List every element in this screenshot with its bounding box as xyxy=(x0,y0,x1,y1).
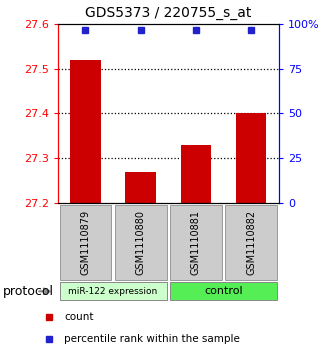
Text: protocol: protocol xyxy=(3,285,54,298)
Bar xyxy=(181,145,211,203)
Text: control: control xyxy=(204,286,243,296)
FancyBboxPatch shape xyxy=(115,205,167,280)
FancyBboxPatch shape xyxy=(170,205,222,280)
Text: count: count xyxy=(64,312,94,322)
Text: miR-122 expression: miR-122 expression xyxy=(68,287,158,296)
Text: GSM1110879: GSM1110879 xyxy=(81,210,90,275)
Text: GSM1110881: GSM1110881 xyxy=(191,210,201,275)
FancyBboxPatch shape xyxy=(59,205,111,280)
FancyBboxPatch shape xyxy=(170,282,277,301)
Bar xyxy=(236,113,266,203)
Text: GSM1110882: GSM1110882 xyxy=(246,210,256,275)
Text: percentile rank within the sample: percentile rank within the sample xyxy=(64,334,240,344)
FancyBboxPatch shape xyxy=(59,282,167,301)
Bar xyxy=(125,172,156,203)
Bar xyxy=(70,60,101,203)
Title: GDS5373 / 220755_s_at: GDS5373 / 220755_s_at xyxy=(85,6,251,20)
Text: GSM1110880: GSM1110880 xyxy=(136,210,146,275)
FancyBboxPatch shape xyxy=(225,205,277,280)
